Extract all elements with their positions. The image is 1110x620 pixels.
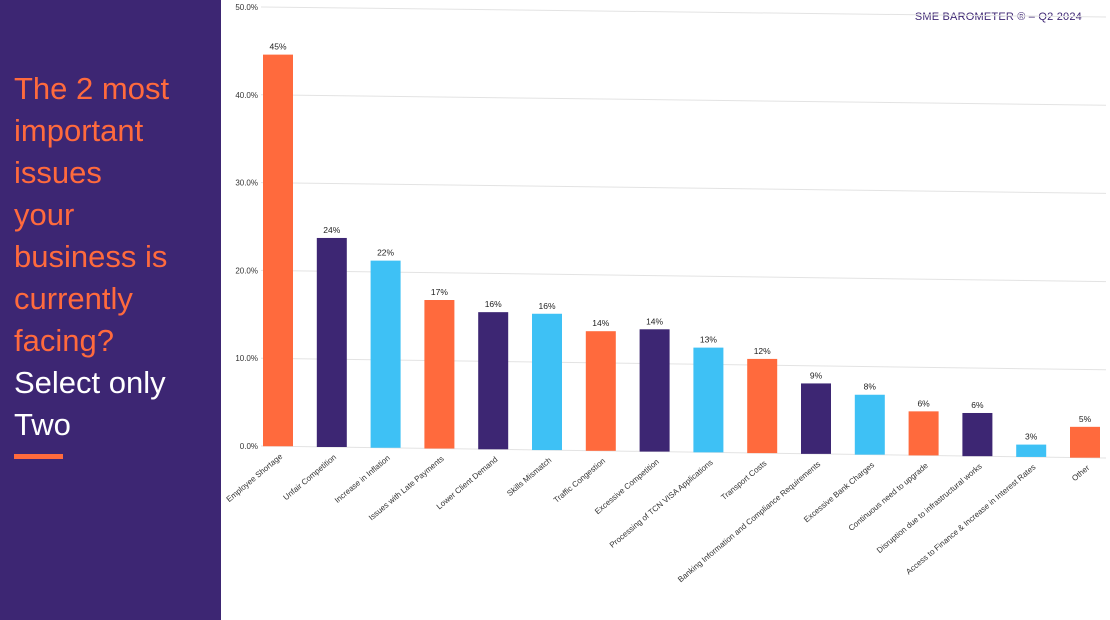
data-label: 6% [917, 398, 930, 408]
x-tick-label: Skills Mismatch [505, 456, 553, 498]
data-label: 16% [485, 299, 502, 309]
bar-chart: 0.0% 10.0% 20.0% 30.0% 40.0% 50.0% 45% 24% 22% 1… [225, 3, 1107, 585]
data-label: 24% [323, 225, 340, 235]
data-label: 3% [1025, 432, 1038, 442]
gridline [260, 269, 1107, 283]
bar [908, 411, 939, 456]
gridline [260, 94, 1107, 106]
bar [639, 329, 670, 452]
data-label: 8% [864, 382, 877, 392]
data-label: 16% [538, 301, 555, 311]
bar [585, 331, 616, 451]
instruction-line: Two [14, 407, 71, 442]
data-label: 17% [431, 287, 448, 297]
y-tick-label: 0.0% [240, 442, 258, 451]
y-tick-label: 30.0% [235, 179, 258, 188]
data-label: 14% [646, 316, 663, 326]
x-tick-label: Unfair Competition [282, 453, 339, 502]
bar [747, 358, 778, 454]
sidebar-panel: The 2 most important issues your busines… [0, 0, 221, 620]
bar [263, 54, 293, 447]
instruction-line: Select only [14, 365, 166, 400]
question-line: business is [14, 239, 168, 274]
data-labels: 45% 24% 22% 17% 16% 16% 14% 14% 13% 12% 9% 8% 6% 6% 3%… [269, 42, 1091, 442]
data-label: 5% [1079, 414, 1092, 424]
gridline [260, 357, 1107, 371]
x-tick-label: Other [1070, 463, 1091, 483]
x-tick-label: Increase in Inflation [333, 453, 392, 504]
y-tick-label: 20.0% [235, 266, 258, 275]
y-tick-label: 50.0% [235, 3, 258, 12]
bars [263, 54, 1100, 458]
bar [478, 312, 509, 450]
data-label: 6% [971, 400, 984, 410]
x-tick-label: Access to Finance & Increase in Interest… [904, 463, 1037, 577]
bar [316, 237, 347, 448]
question-line: facing? [14, 323, 114, 358]
x-tick-label: Disruption due to infrastructural works [875, 462, 984, 555]
gridline [260, 6, 1107, 18]
question-line: currently [14, 281, 133, 316]
question-line: important [14, 113, 144, 148]
data-label: 12% [754, 346, 771, 356]
bar [854, 394, 885, 455]
x-tick-label: Employee Shortage [225, 452, 285, 504]
bar [801, 383, 831, 454]
gridline [260, 182, 1107, 194]
x-tick-label: Lower Client Demand [435, 455, 500, 511]
data-label: 45% [269, 42, 286, 52]
question-text: The 2 most important issues your busines… [14, 68, 214, 446]
y-tick-label: 10.0% [235, 354, 258, 363]
data-label: 22% [377, 248, 394, 258]
bar [532, 313, 562, 451]
question-line: issues [14, 155, 102, 190]
bar [1016, 444, 1047, 457]
brand-label: SME BAROMETER ® – Q2 2024 [914, 11, 1082, 23]
bar [693, 347, 724, 453]
bar [370, 260, 401, 448]
y-tick-label: 40.0% [235, 91, 258, 100]
x-tick-label: Transport Costs [719, 459, 768, 502]
x-tick-label: Processing of TCN VISA Applications [608, 458, 715, 550]
question-line: your [14, 197, 75, 232]
bar [1070, 426, 1100, 458]
data-label: 13% [700, 335, 717, 345]
accent-divider [14, 454, 63, 459]
y-axis-ticks: 0.0% 10.0% 20.0% 30.0% 40.0% 50.0% [235, 3, 258, 451]
question-line: The 2 most [14, 71, 170, 106]
x-tick-label: Traffic Congestion [552, 456, 607, 504]
bar [962, 412, 993, 457]
data-label: 14% [592, 318, 609, 328]
bar [424, 300, 455, 449]
data-label: 9% [810, 370, 823, 380]
